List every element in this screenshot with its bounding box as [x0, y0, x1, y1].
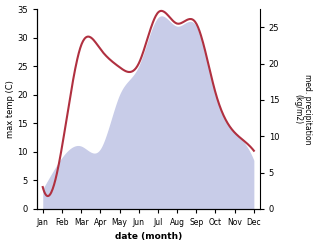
Y-axis label: med. precipitation
(kg/m2): med. precipitation (kg/m2)	[293, 74, 313, 144]
X-axis label: date (month): date (month)	[115, 232, 182, 242]
Y-axis label: max temp (C): max temp (C)	[5, 80, 15, 138]
